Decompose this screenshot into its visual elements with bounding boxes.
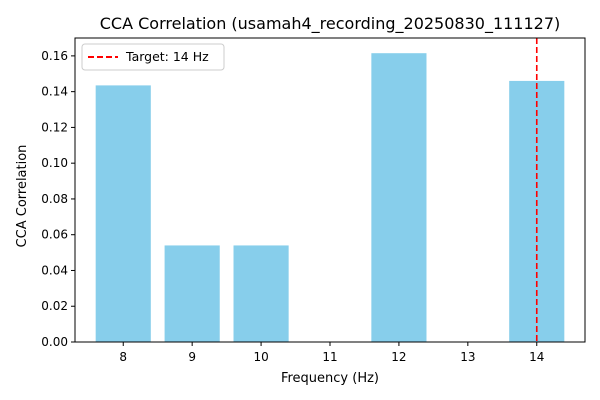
x-tick-label: 13 — [460, 350, 475, 364]
y-tick-label: 0.04 — [41, 263, 68, 277]
plot-frame — [74, 37, 586, 343]
x-tick-label: 14 — [529, 350, 544, 364]
bar-10 — [233, 245, 289, 342]
y-tick-label: 0.12 — [41, 120, 68, 134]
x-tick-label: 10 — [253, 350, 268, 364]
x-tick-label: 9 — [188, 350, 196, 364]
y-tick-label: 0.08 — [41, 192, 68, 206]
y-axis-label: CCA Correlation — [15, 145, 30, 248]
y-tick-label: 0.14 — [41, 85, 68, 99]
legend-box — [81, 43, 225, 71]
bar-12 — [371, 53, 427, 342]
bars — [95, 53, 565, 342]
legend: Target: 14 Hz — [81, 43, 225, 71]
x-tick-label: 11 — [322, 350, 337, 364]
y-tick-label: 0.06 — [41, 228, 68, 242]
legend-entry: Target: 14 Hz — [125, 49, 209, 64]
x-axis-ticks: 8 9 10 11 12 13 14 — [119, 342, 544, 364]
y-axis-ticks: 0.00 0.02 0.04 0.06 0.08 0.10 0.12 0.14 0.16 — [41, 49, 75, 349]
x-tick-label: 8 — [119, 350, 127, 364]
y-tick-label: 0.16 — [41, 49, 68, 63]
bar-9 — [164, 245, 220, 342]
y-tick-label: 0.00 — [41, 335, 68, 349]
x-axis-label: Frequency (Hz) — [281, 371, 379, 386]
y-tick-label: 0.02 — [41, 299, 68, 313]
chart-title: CCA Correlation (usamah4_recording_20250… — [100, 14, 561, 34]
bar-8 — [95, 85, 151, 342]
y-tick-label: 0.10 — [41, 156, 68, 170]
x-tick-label: 12 — [391, 350, 406, 364]
